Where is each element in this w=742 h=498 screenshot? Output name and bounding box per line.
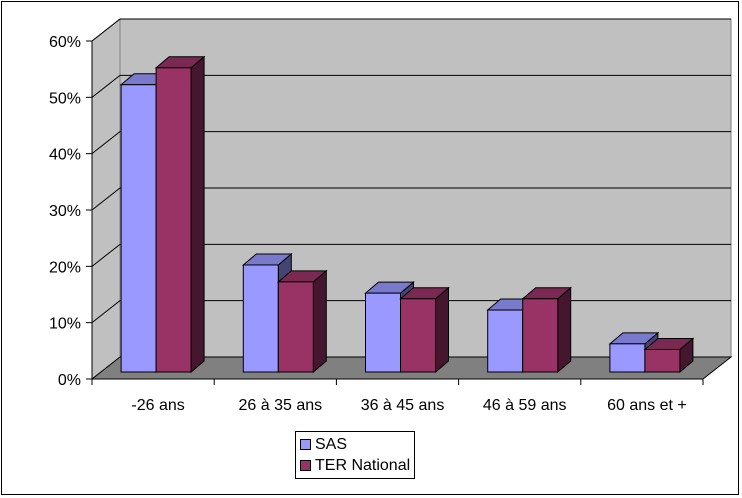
- bar-front: [155, 67, 192, 373]
- legend-label-sas: SAS: [315, 435, 348, 453]
- x-category-label: -26 ans: [131, 397, 184, 414]
- bar-front: [400, 298, 436, 373]
- bar-ter-national: [154, 55, 206, 374]
- y-tick-label: 20%: [49, 259, 81, 276]
- x-axis-categories: -26 ans 26 à 35 ans 36 à 45 ans 46 à 59 ans…: [91, 379, 704, 414]
- y-tick-label: 40%: [49, 147, 81, 164]
- legend-swatch-sas: [300, 439, 311, 450]
- legend: SAS TER National: [295, 431, 416, 479]
- bar-side: [190, 55, 205, 374]
- y-tick-label: 0%: [58, 372, 81, 389]
- x-category-label: 46 à 59 ans: [483, 397, 567, 414]
- bar-front: [242, 264, 279, 373]
- gridline: [91, 187, 731, 211]
- legend-label-ter-national: TER National: [315, 456, 411, 474]
- bar-front: [644, 348, 681, 373]
- bar-side: [435, 286, 449, 374]
- bars: [119, 55, 695, 374]
- gridline: [91, 74, 731, 98]
- bar-ter-national: [276, 269, 328, 374]
- y-tick-label: 60%: [49, 34, 81, 51]
- bar-ter-national: [399, 286, 450, 374]
- x-category-label: 60 ans et +: [607, 397, 687, 414]
- x-category-label: 36 à 45 ans: [361, 397, 445, 414]
- legend-item-sas: SAS: [300, 434, 410, 455]
- bar-front: [365, 292, 401, 373]
- y-tick-label: 10%: [49, 316, 81, 333]
- bar-ter-national: [643, 337, 695, 374]
- gridline: [91, 243, 731, 267]
- y-tick-label: 30%: [49, 203, 81, 220]
- bar-side: [312, 269, 327, 374]
- gridline: [91, 131, 731, 155]
- bar-front: [277, 281, 314, 373]
- legend-item-ter-national: TER National: [300, 455, 410, 476]
- bar-ter-national: [521, 286, 573, 374]
- bar-front: [487, 309, 524, 373]
- bar-front: [522, 298, 559, 373]
- gridline: [91, 18, 731, 42]
- y-tick-label: 50%: [49, 90, 81, 107]
- bar-side: [557, 286, 572, 374]
- bar-front: [609, 343, 646, 373]
- x-category-label: 26 à 35 ans: [238, 397, 322, 414]
- y-axis-ticks: 0% 10% 20% 30% 40% 50% 60%: [49, 34, 92, 389]
- bar-front: [120, 84, 157, 373]
- legend-swatch-ter-national: [300, 460, 311, 471]
